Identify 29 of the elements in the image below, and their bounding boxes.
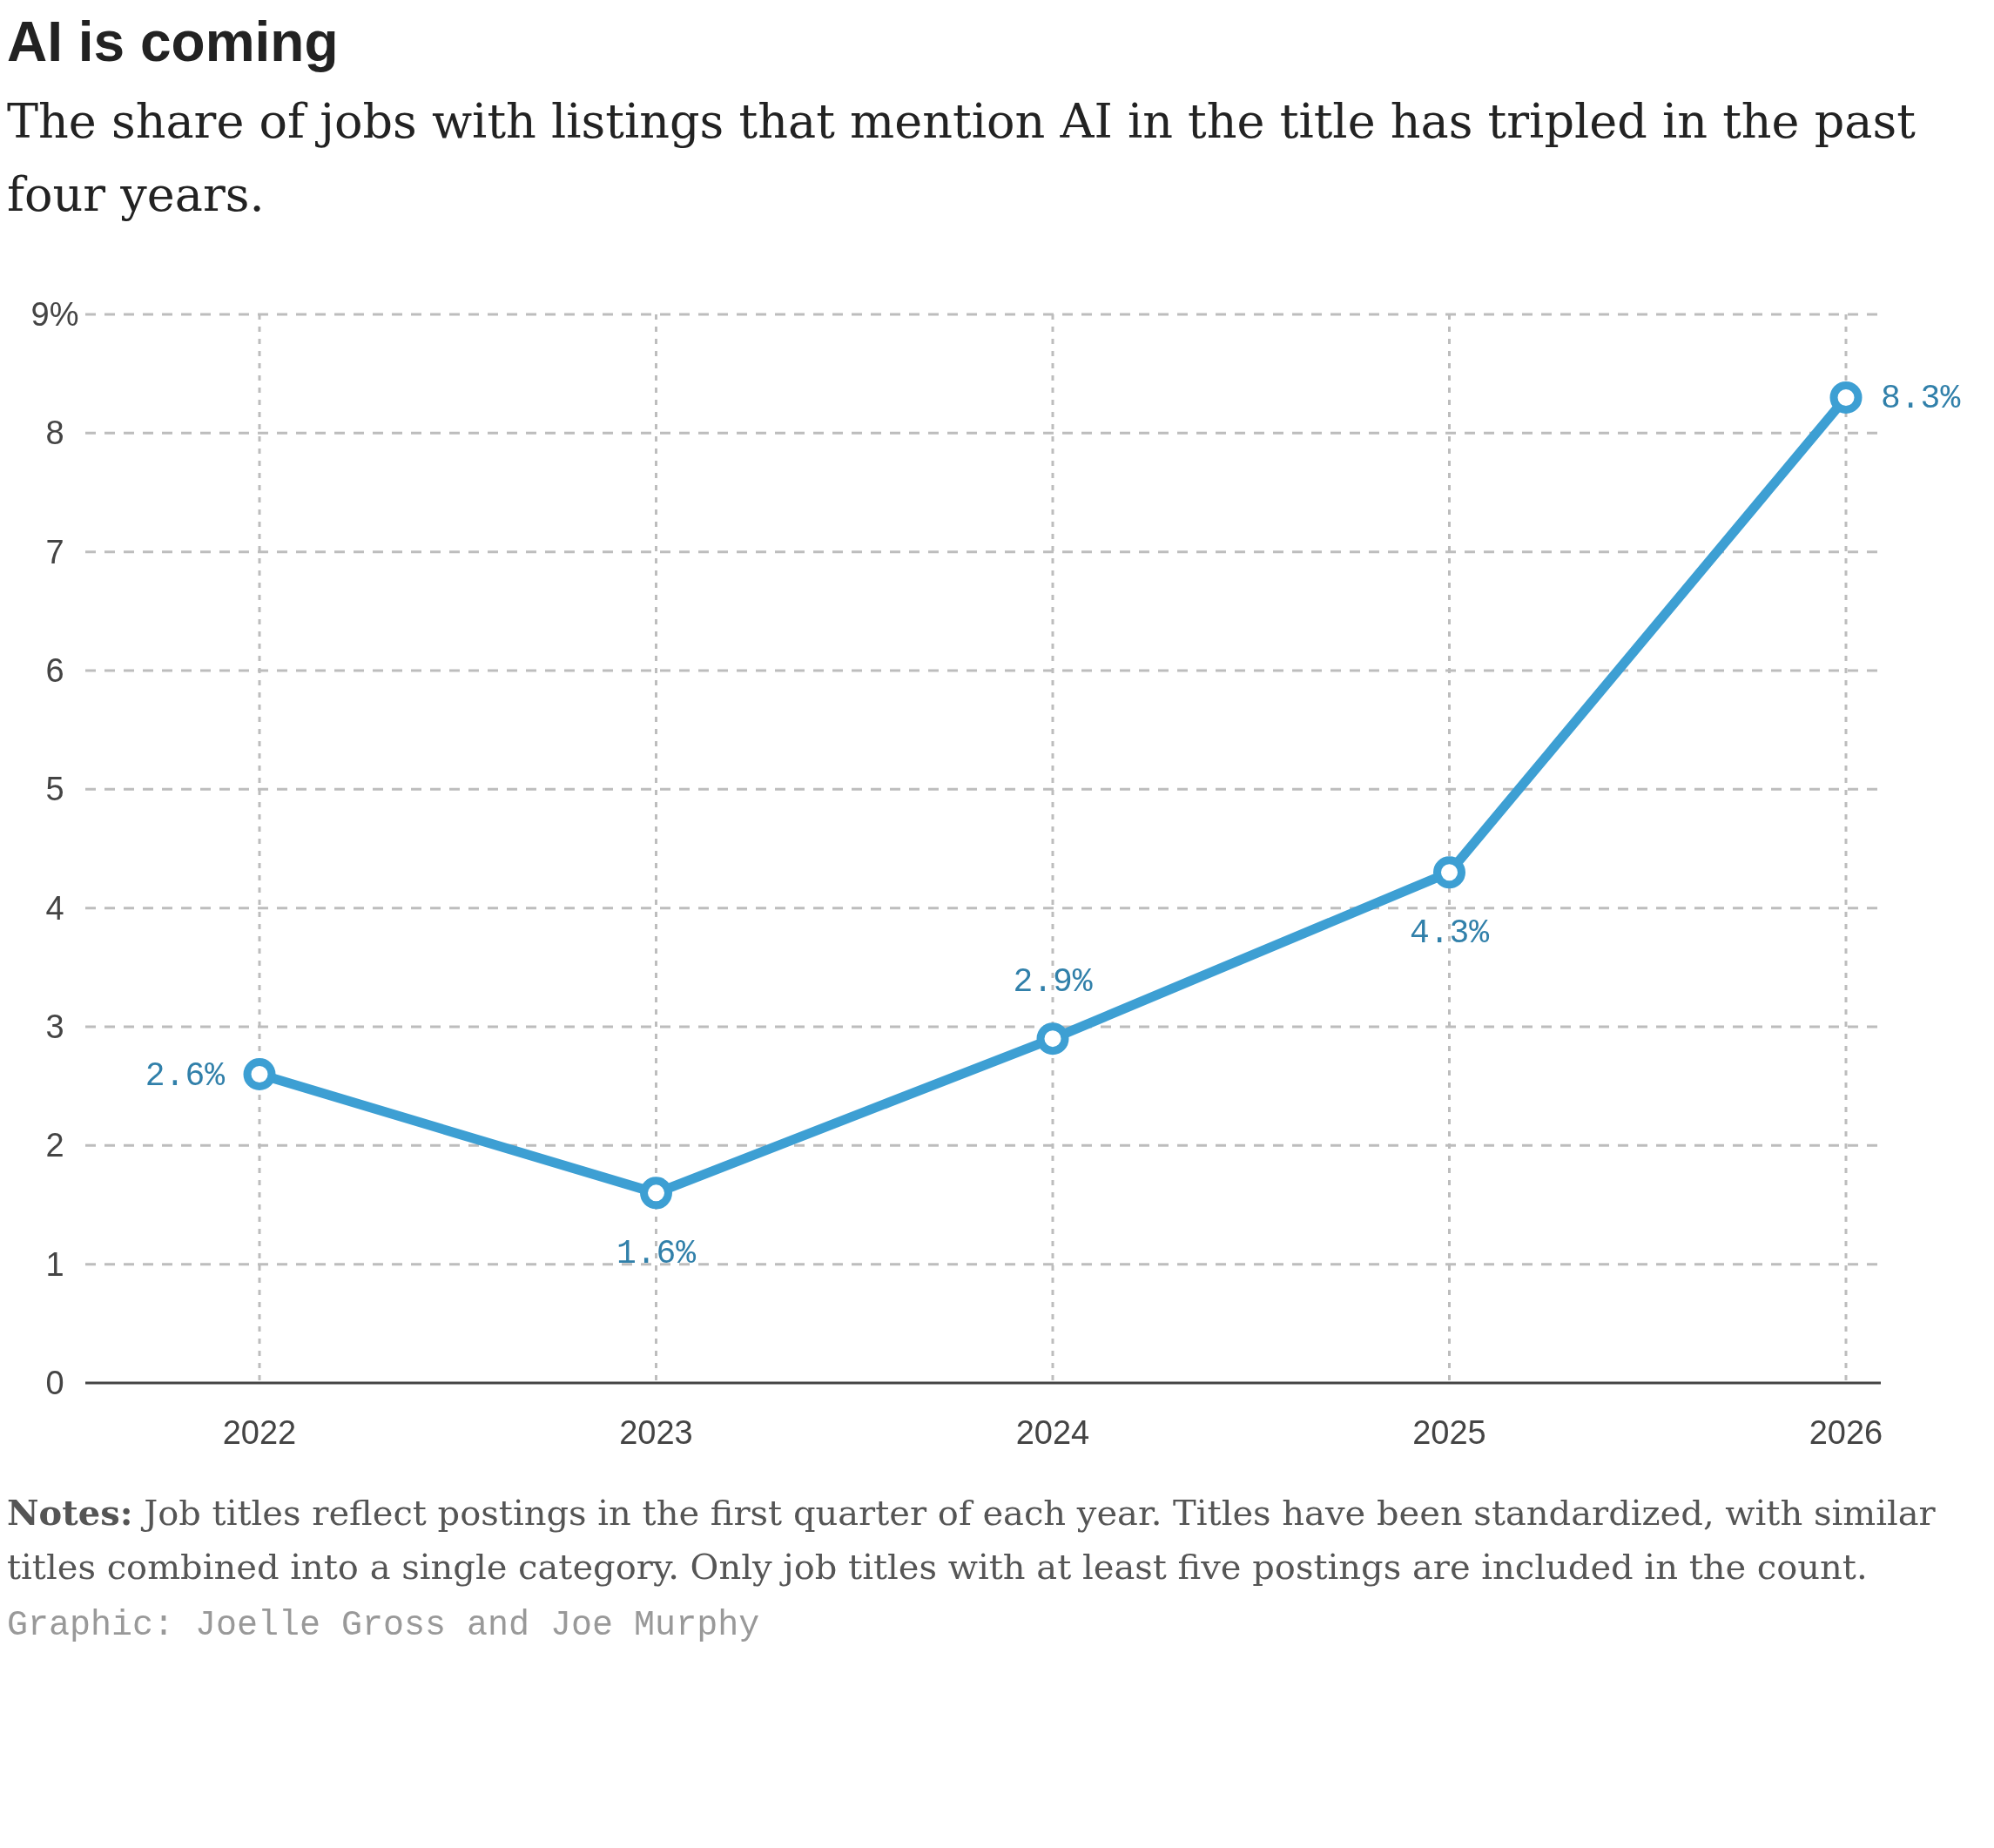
x-tick-label: 2023 [619,1414,693,1451]
chart-subtitle: The share of jobs with listings that mention AI in the title has tripled in the past four years. [7,93,1917,224]
y-tick-label: 0 [45,1365,64,1401]
chart-title: AI is coming [7,10,340,75]
x-tick-label: 2022 [222,1414,297,1451]
y-tick-label: 2 [45,1127,64,1164]
x-tick-label: 2024 [1015,1414,1090,1451]
point [640,1177,672,1210]
point [1829,381,1863,414]
y-tick-label: 4 [45,889,64,927]
point [243,1058,276,1091]
y-tick-label: 7 [45,533,64,570]
y-tick-label: 1 [45,1245,64,1283]
data-label: 8.3% [1881,380,1961,418]
y-tick-label: 3 [45,1008,64,1045]
y-tick-label: 9% [30,296,79,333]
data-label: 2.6% [145,1056,226,1095]
point [1036,1022,1069,1056]
data-label: 1.6% [616,1234,697,1272]
text: Graphic: Joelle Gross and Joe Murphy [7,1606,761,1645]
x-tick-label: 2025 [1412,1414,1486,1451]
text: Notes: Job titles reflect postings in the first quarter of each year. Titles have been standardized, with similar titles combined into a single category. Only job titles with at least five postings are included in the count. [7,1491,1937,1588]
x-tick-label: 2026 [1809,1414,1883,1451]
data-label: 4.3% [1409,914,1490,952]
y-tick-label: 5 [45,771,64,808]
data-label: 2.9% [1013,962,1093,1001]
y-tick-label: 6 [45,652,64,689]
y-tick-label: 8 [45,415,64,452]
point [1433,856,1465,889]
